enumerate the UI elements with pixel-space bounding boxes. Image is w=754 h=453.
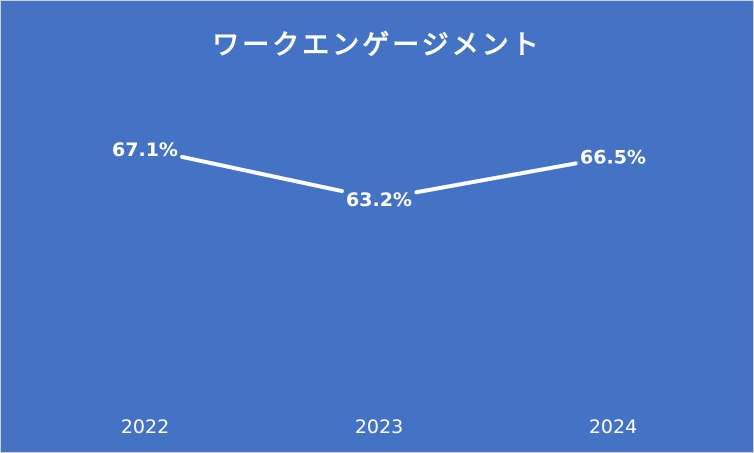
chart-title: ワークエンゲージメント [212, 30, 542, 61]
data-label-2023: 63.2% [346, 189, 412, 211]
data-label-2024: 66.5% [580, 147, 646, 169]
series-line-segment [180, 154, 344, 194]
x-tick-label-2022: 2022 [121, 416, 169, 438]
series-line-segment [414, 161, 578, 195]
data-label-2022: 67.1% [112, 139, 178, 161]
x-tick-label-2024: 2024 [589, 416, 637, 438]
x-tick-label-2023: 2023 [355, 416, 403, 438]
